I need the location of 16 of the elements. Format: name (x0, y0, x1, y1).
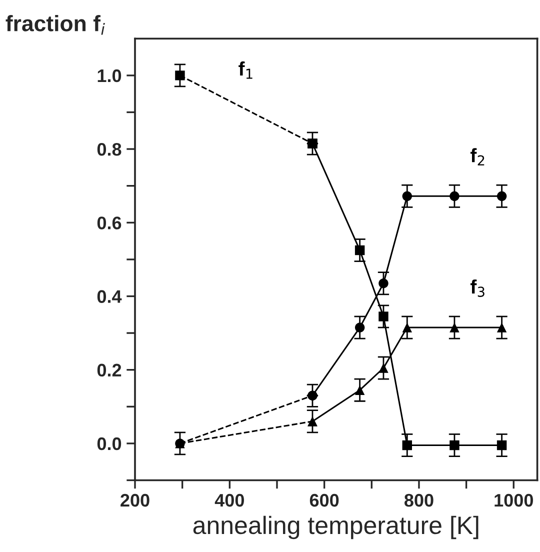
x-axis-title: annealing temperature [K] (193, 516, 478, 540)
series-label: f$_{2}$ (470, 148, 484, 166)
y-tick-label: 0.6 (97, 216, 122, 230)
y-tick-label: 0.4 (97, 290, 122, 303)
y-tick-label: 0.8 (97, 142, 122, 156)
x-tick-label: 800 (404, 494, 434, 507)
y-tick-label: 1.0 (98, 69, 122, 82)
y-tick-label: 0.2 (97, 364, 122, 377)
x-tick-label: 600 (310, 494, 339, 507)
series-label: f$_{1}$ (238, 61, 252, 79)
y-axis-title: fraction f$_{i}$ (6, 15, 105, 35)
x-tick-label: 200 (120, 494, 150, 507)
x-tick-label: 1000 (494, 494, 533, 507)
x-tick-label: 400 (214, 494, 244, 507)
series-label: f$_{3}$ (470, 279, 484, 297)
y-tick-label: 0.0 (97, 437, 122, 450)
